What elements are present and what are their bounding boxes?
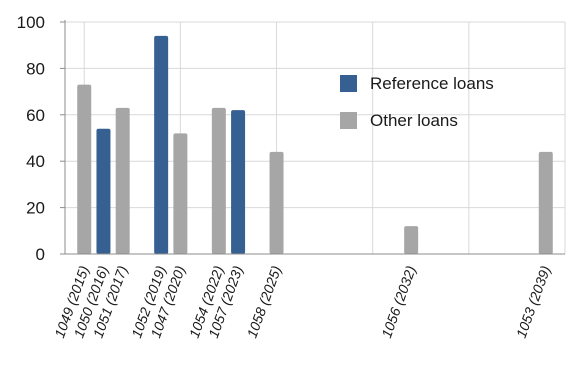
legend-swatch [340, 75, 357, 92]
bar [96, 128, 111, 254]
y-tick-label: 0 [36, 245, 45, 264]
y-tick-label: 80 [26, 59, 45, 78]
y-tick-label: 40 [26, 152, 45, 171]
bars [77, 35, 553, 254]
bar [231, 110, 246, 254]
legend-swatch [340, 112, 357, 129]
bar [404, 226, 419, 254]
axes [60, 20, 565, 255]
bar [211, 107, 226, 254]
y-tick-label: 20 [26, 199, 45, 218]
bar [77, 84, 92, 254]
legend-label: Reference loans [370, 74, 494, 93]
gridlines [65, 21, 566, 254]
y-tick-labels: 0 20 40 60 80 100 [17, 13, 45, 264]
bar [538, 151, 553, 254]
x-tick-label: 1058 (2025) [243, 264, 284, 340]
x-tick-labels: 1049 (2015)1050 (2016)1051 (2017)1052 (2… [51, 264, 553, 340]
bar [154, 35, 169, 254]
bar [269, 151, 284, 254]
bar [173, 133, 188, 254]
x-tick-label: 1056 (2032) [378, 264, 419, 340]
x-tick-label: 1053 (2039) [513, 264, 554, 340]
y-tick-label: 100 [17, 13, 45, 32]
bar [115, 107, 130, 254]
y-tick-label: 60 [26, 106, 45, 125]
legend-label: Other loans [370, 111, 458, 130]
legend: Reference loans Other loans [340, 74, 494, 130]
